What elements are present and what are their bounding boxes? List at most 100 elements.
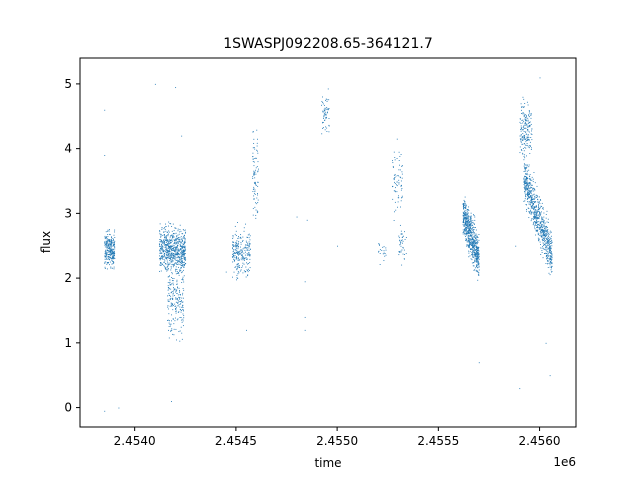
data-point [105,240,107,242]
data-point [522,113,524,115]
data-point [105,256,107,258]
data-point [477,249,479,251]
data-point [237,251,239,253]
data-point [463,207,464,209]
data-point [248,254,250,256]
data-point [398,160,400,161]
data-point [472,226,474,228]
data-point [473,233,475,235]
data-point [474,239,476,241]
data-point [168,300,170,302]
data-point [159,259,161,261]
data-point [543,232,545,233]
data-point [465,228,467,230]
data-point [385,254,387,256]
data-point [531,202,533,204]
data-point [393,190,395,192]
data-point [470,234,471,236]
data-point [468,209,470,211]
data-point [529,197,531,199]
data-point [324,112,326,114]
data-point [523,121,525,123]
data-point [473,250,475,252]
data-point [528,112,530,114]
data-point [239,267,241,268]
data-point [165,244,166,246]
data-point [472,229,474,231]
data-point [322,103,324,105]
data-point [524,146,526,148]
data-point [179,290,180,291]
data-point [236,240,238,242]
data-point [176,235,177,237]
data-point [550,267,552,269]
data-point [536,211,537,213]
data-point [112,242,114,244]
data-point [172,297,174,299]
data-point [531,218,533,220]
data-point [108,246,110,248]
data-point [111,251,113,252]
data-point [167,257,169,258]
x-tick-label: 2.4555 [417,434,459,448]
data-point [463,225,465,227]
data-point [468,230,470,232]
data-point [464,216,466,218]
data-point [541,225,543,227]
data-point [256,129,258,131]
data-point [253,147,255,148]
data-point [113,266,115,268]
data-point [542,257,544,259]
data-point [107,240,109,242]
data-point [105,255,107,257]
data-point [529,192,531,194]
data-point [473,248,475,250]
data-point [159,230,161,232]
data-point [543,212,545,214]
data-point [525,168,527,169]
data-point [113,251,114,253]
data-point [535,214,537,216]
data-point [400,250,402,252]
data-point [520,103,522,105]
data-point [383,250,385,252]
data-point [470,220,472,222]
data-point [546,238,548,240]
data-point [473,252,475,254]
data-point [467,239,469,241]
data-point [551,242,553,244]
data-point [463,214,465,216]
data-point [540,199,542,201]
data-point [541,226,543,228]
data-point [544,248,546,250]
data-point [171,320,172,322]
data-point [160,244,162,246]
data-point [539,227,541,229]
data-point [164,267,166,269]
data-point [169,243,171,245]
data-point [104,238,106,240]
data-point [379,244,380,246]
data-point [394,190,396,192]
data-point [551,262,553,264]
data-point [113,252,115,254]
data-point [541,218,543,220]
data-point [469,240,470,242]
data-point [548,272,550,274]
data-point [472,262,474,264]
data-point [182,249,184,251]
data-point [524,191,525,193]
data-point [168,268,169,270]
data-point [178,250,180,252]
data-point [547,258,549,259]
data-point [545,247,547,249]
data-point [254,189,256,191]
data-point [476,246,478,248]
data-point [465,236,467,237]
data-point [184,246,186,248]
data-point [167,289,169,291]
data-point [526,140,528,141]
data-point [107,258,109,260]
data-point [468,235,470,236]
data-point [179,237,181,239]
